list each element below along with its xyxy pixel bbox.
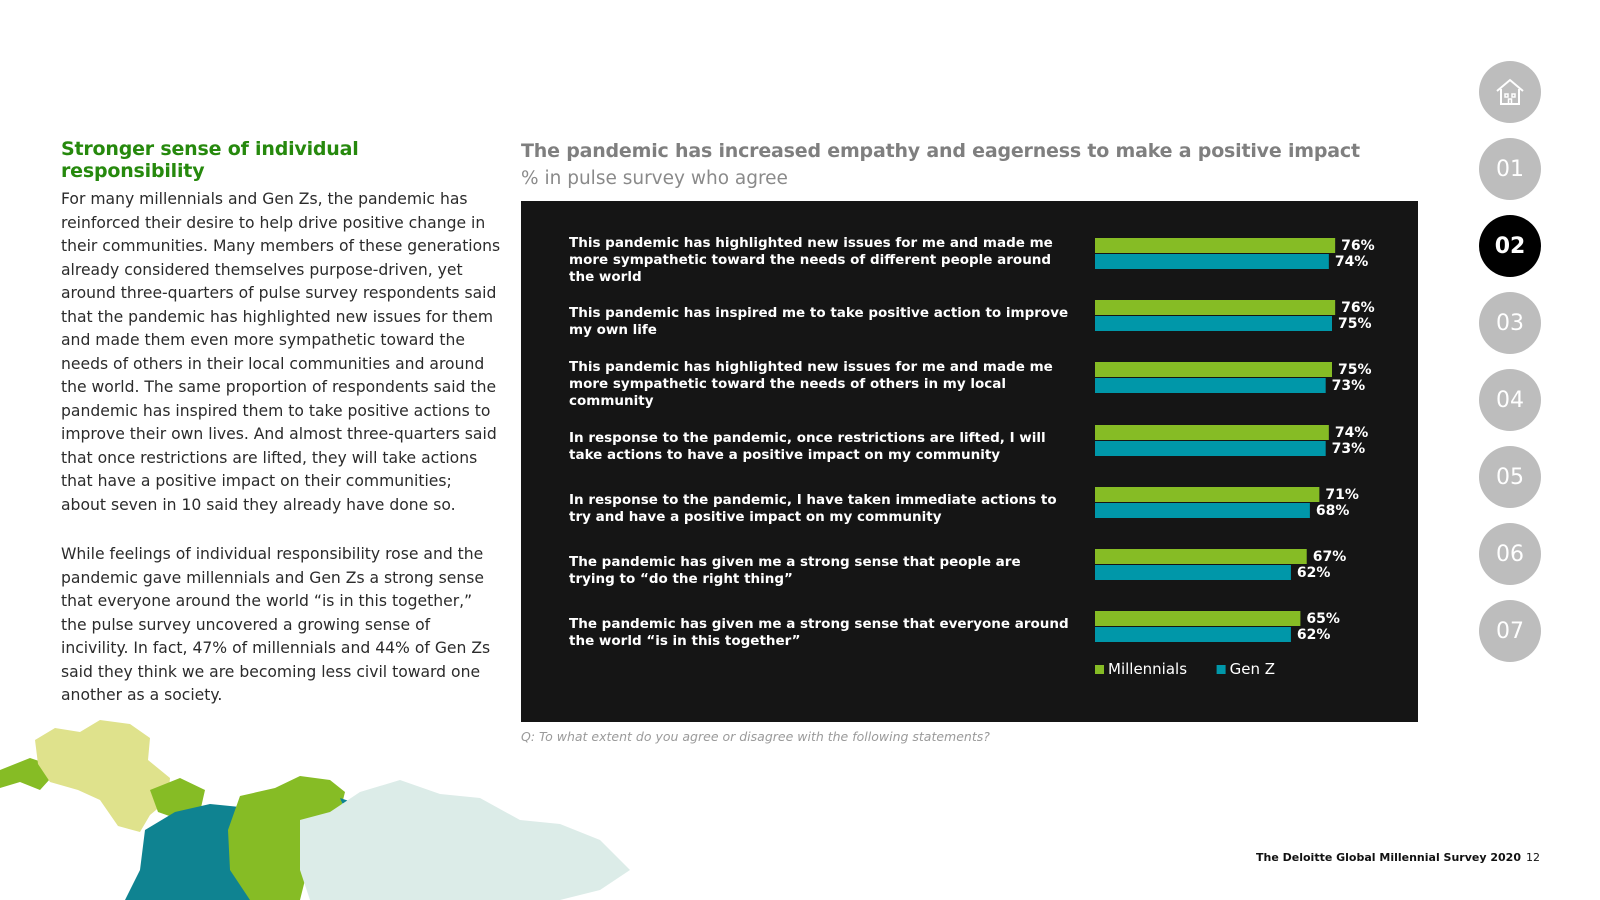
world-map-decoration bbox=[0, 720, 630, 900]
chart-panel: This pandemic has highlighted new issues… bbox=[521, 201, 1418, 722]
home-icon bbox=[1496, 78, 1524, 105]
bar-gen-z bbox=[1095, 316, 1332, 331]
bar-millennials bbox=[1095, 300, 1336, 315]
category-label: The pandemic has given me a strong sense… bbox=[569, 616, 1069, 649]
bar-millennials bbox=[1095, 425, 1329, 440]
nav-item-06[interactable]: 06 bbox=[1479, 523, 1541, 585]
section-heading: Stronger sense of individual responsibil… bbox=[61, 138, 359, 182]
bar-millennials bbox=[1095, 611, 1301, 626]
data-label: 76% bbox=[1341, 300, 1375, 316]
nav-item-07[interactable]: 07 bbox=[1479, 600, 1541, 662]
text-section: Stronger sense of individual responsibil… bbox=[61, 138, 501, 734]
legend-label: Gen Z bbox=[1230, 660, 1275, 678]
data-label: 62% bbox=[1297, 627, 1331, 643]
bar-gen-z bbox=[1095, 254, 1329, 269]
data-label: 65% bbox=[1306, 611, 1340, 627]
category-label: This pandemic has highlighted new issues… bbox=[569, 235, 1053, 285]
data-label: 73% bbox=[1332, 441, 1366, 457]
bar-millennials bbox=[1095, 549, 1307, 564]
data-label: 62% bbox=[1297, 565, 1331, 581]
data-label: 67% bbox=[1313, 549, 1347, 565]
data-label: 74% bbox=[1335, 425, 1369, 441]
home-button[interactable] bbox=[1479, 61, 1541, 123]
category-label: The pandemic has given me a strong sense… bbox=[569, 554, 1021, 587]
bar-gen-z bbox=[1095, 441, 1326, 456]
bar-millennials bbox=[1095, 238, 1336, 253]
nav-item-02[interactable]: 02 bbox=[1479, 215, 1541, 277]
nav-item-01[interactable]: 01 bbox=[1479, 138, 1541, 200]
nav-item-03[interactable]: 03 bbox=[1479, 292, 1541, 354]
nav-item-05[interactable]: 05 bbox=[1479, 446, 1541, 508]
bar-chart: This pandemic has highlighted new issues… bbox=[569, 235, 1375, 678]
page-number: 12 bbox=[1526, 851, 1540, 864]
bar-millennials bbox=[1095, 362, 1332, 377]
category-label: In response to the pandemic, I have take… bbox=[569, 492, 1057, 525]
data-label: 68% bbox=[1316, 503, 1350, 519]
data-label: 73% bbox=[1332, 378, 1366, 394]
paragraph-1: For many millennials and Gen Zs, the pan… bbox=[61, 190, 501, 514]
paragraph-2: While feelings of individual responsibil… bbox=[61, 545, 491, 704]
chart-title: The pandemic has increased empathy and e… bbox=[521, 140, 1360, 162]
data-label: 75% bbox=[1338, 316, 1372, 332]
legend-swatch bbox=[1095, 665, 1104, 674]
data-label: 71% bbox=[1325, 487, 1359, 503]
nav-item-04[interactable]: 04 bbox=[1479, 369, 1541, 431]
legend-swatch bbox=[1216, 665, 1226, 674]
legend-label: Millennials bbox=[1108, 660, 1187, 678]
chart-subtitle: % in pulse survey who agree bbox=[521, 168, 788, 189]
question-note: Q: To what extent do you agree or disagr… bbox=[521, 729, 990, 744]
data-label: 76% bbox=[1341, 238, 1375, 254]
bar-gen-z bbox=[1095, 627, 1291, 642]
category-label: This pandemic has inspired me to take po… bbox=[569, 305, 1068, 338]
footer-title: The Deloitte Global Millennial Survey 20… bbox=[1256, 851, 1521, 864]
bar-gen-z bbox=[1095, 565, 1291, 580]
data-label: 74% bbox=[1335, 254, 1369, 270]
category-label: In response to the pandemic, once restri… bbox=[569, 430, 1046, 463]
bar-gen-z bbox=[1095, 503, 1310, 518]
bar-gen-z bbox=[1095, 378, 1326, 393]
data-label: 75% bbox=[1338, 362, 1372, 378]
category-label: This pandemic has highlighted new issues… bbox=[569, 359, 1053, 409]
section-nav: 01 02 03 04 05 06 07 bbox=[1479, 61, 1541, 677]
bar-millennials bbox=[1095, 487, 1320, 502]
